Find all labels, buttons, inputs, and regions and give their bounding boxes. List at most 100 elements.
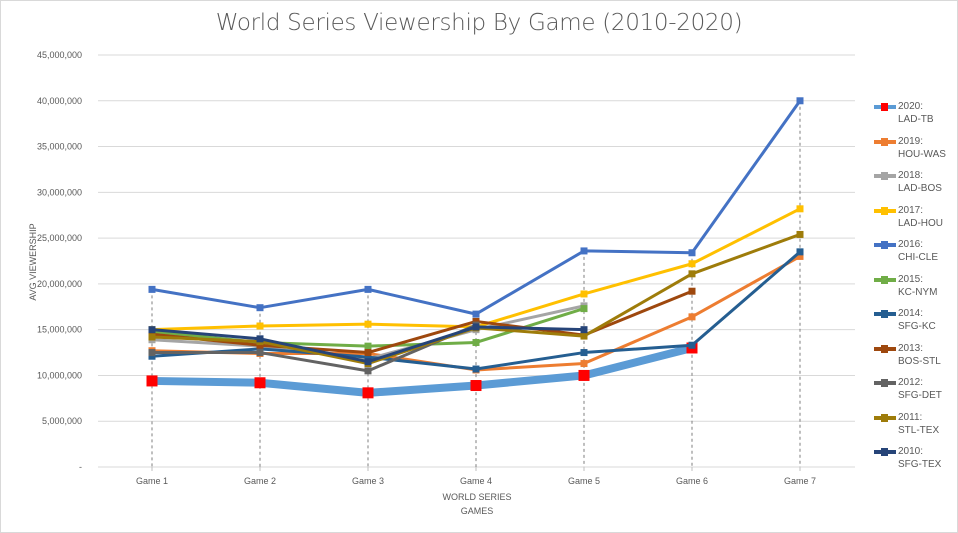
legend: 2020: LAD-TB 2019: HOU-WAS 2018: LAD-BOS 2017:… [870, 100, 958, 480]
data-point [362, 387, 374, 399]
chart-title: World Series Viewership By Game (2010-20… [215, 10, 743, 36]
legend-item: 2011: STL-TEX [870, 411, 958, 446]
y-tick-label: 30,000,000 [37, 187, 82, 197]
x-tick-label: Game 4 [460, 476, 492, 486]
legend-marker [881, 344, 888, 353]
data-point [256, 349, 264, 357]
x-axis-label-line1: WORLD SERIES [442, 492, 511, 502]
y-axis-ticks: - 5,000,000 10,000,000 15,000,000 20,000,000… [37, 50, 82, 472]
y-tick-label: 15,000,000 [37, 325, 82, 335]
x-tick-label: Game 1 [136, 476, 168, 486]
data-point [796, 230, 804, 238]
data-point [364, 353, 372, 361]
data-point [254, 377, 266, 389]
series-2010 [148, 323, 588, 366]
data-point [580, 349, 588, 357]
legend-marker [881, 379, 888, 387]
data-point [472, 323, 480, 331]
legend-label: 2014: SFG-KC [898, 308, 936, 332]
y-tick-label: 40,000,000 [37, 96, 82, 106]
data-point [796, 252, 804, 260]
x-tick-label: Game 6 [676, 476, 708, 486]
data-point [580, 290, 588, 298]
data-point [688, 313, 696, 321]
series-2016 [148, 97, 804, 318]
data-point [472, 365, 480, 373]
series-2014 [148, 248, 804, 373]
data-point [472, 317, 480, 325]
data-point [796, 97, 804, 105]
data-point [578, 369, 590, 381]
legend-marker [881, 103, 888, 111]
x-tick-label: Game 2 [244, 476, 276, 486]
data-point [580, 305, 588, 313]
series-line [151, 99, 802, 316]
data-point [470, 380, 482, 392]
legend-item: 2013: BOS-STL [870, 342, 958, 377]
legend-marker [881, 448, 888, 456]
legend-item: 2015: KC-NYM [870, 273, 958, 308]
legend-item: 2019: HOU-WAS [870, 135, 958, 170]
x-axis-ticks: Game 1 Game 2 Game 3 Game 4 Game 5 Game 6 Game… [136, 467, 816, 486]
series-line [151, 344, 693, 397]
data-point [364, 285, 372, 293]
data-point [688, 270, 696, 278]
data-point [364, 349, 372, 357]
y-tick-label: 25,000,000 [37, 233, 82, 243]
data-point [256, 304, 264, 312]
data-point [580, 360, 588, 368]
data-point [688, 249, 696, 257]
data-point [148, 352, 156, 360]
legend-item: 2017: LAD-HOU [870, 204, 958, 239]
data-point [256, 341, 264, 349]
y-tick-label: 10,000,000 [37, 370, 82, 380]
data-point [256, 335, 264, 343]
data-point [580, 247, 588, 255]
x-tick-label: Game 7 [784, 476, 816, 486]
legend-item: 2010: SFG-TEX [870, 445, 958, 480]
data-point [688, 287, 696, 295]
legend-marker [881, 413, 888, 422]
y-tick-label: 35,000,000 [37, 142, 82, 152]
data-point [148, 349, 156, 357]
legend-item: 2018: LAD-BOS [870, 169, 958, 204]
data-point [472, 338, 480, 346]
legend-marker [881, 137, 888, 146]
data-point [364, 320, 372, 328]
series-lines [146, 97, 804, 399]
x-axis-label-line2: GAMES [461, 506, 494, 516]
legend-label: 2017: LAD-HOU [898, 204, 944, 229]
x-tick-label: Game 5 [568, 476, 600, 486]
data-point [146, 375, 158, 387]
legend-marker [881, 206, 888, 215]
data-point [364, 358, 372, 366]
legend-label: 2019: HOU-WAS [898, 135, 946, 160]
data-point [364, 342, 372, 350]
series-line [152, 323, 477, 373]
gridlines [98, 54, 855, 468]
data-point [148, 333, 156, 341]
y-tick-label: 5,000,000 [42, 416, 82, 426]
y-tick-label: 45,000,000 [37, 50, 82, 60]
data-point [688, 341, 696, 349]
legend-item: 2012: SFG-DET [870, 376, 958, 411]
data-point [364, 367, 372, 375]
legend-label: 2010: SFG-TEX [898, 446, 942, 470]
y-tick-label: - [79, 462, 82, 472]
legend-label: 2020: LAD-TB [898, 101, 934, 125]
data-point [688, 260, 696, 268]
y-axis-label: AVG VIEWERSHIP [28, 223, 38, 300]
data-point [796, 248, 804, 256]
x-tick-label: Game 3 [352, 476, 384, 486]
legend-item: 2016: CHI-CLE [870, 238, 958, 273]
legend-label: 2018: LAD-BOS [898, 170, 942, 194]
legend-marker [881, 241, 888, 249]
data-point [580, 326, 588, 334]
legend-label: 2015: KC-NYM [898, 273, 938, 298]
data-point [580, 332, 588, 340]
data-point [256, 322, 264, 330]
legend-marker [881, 172, 888, 180]
legend-label: 2011: STL-TEX [898, 411, 940, 436]
legend-label: 2013: BOS-STL [898, 342, 941, 367]
